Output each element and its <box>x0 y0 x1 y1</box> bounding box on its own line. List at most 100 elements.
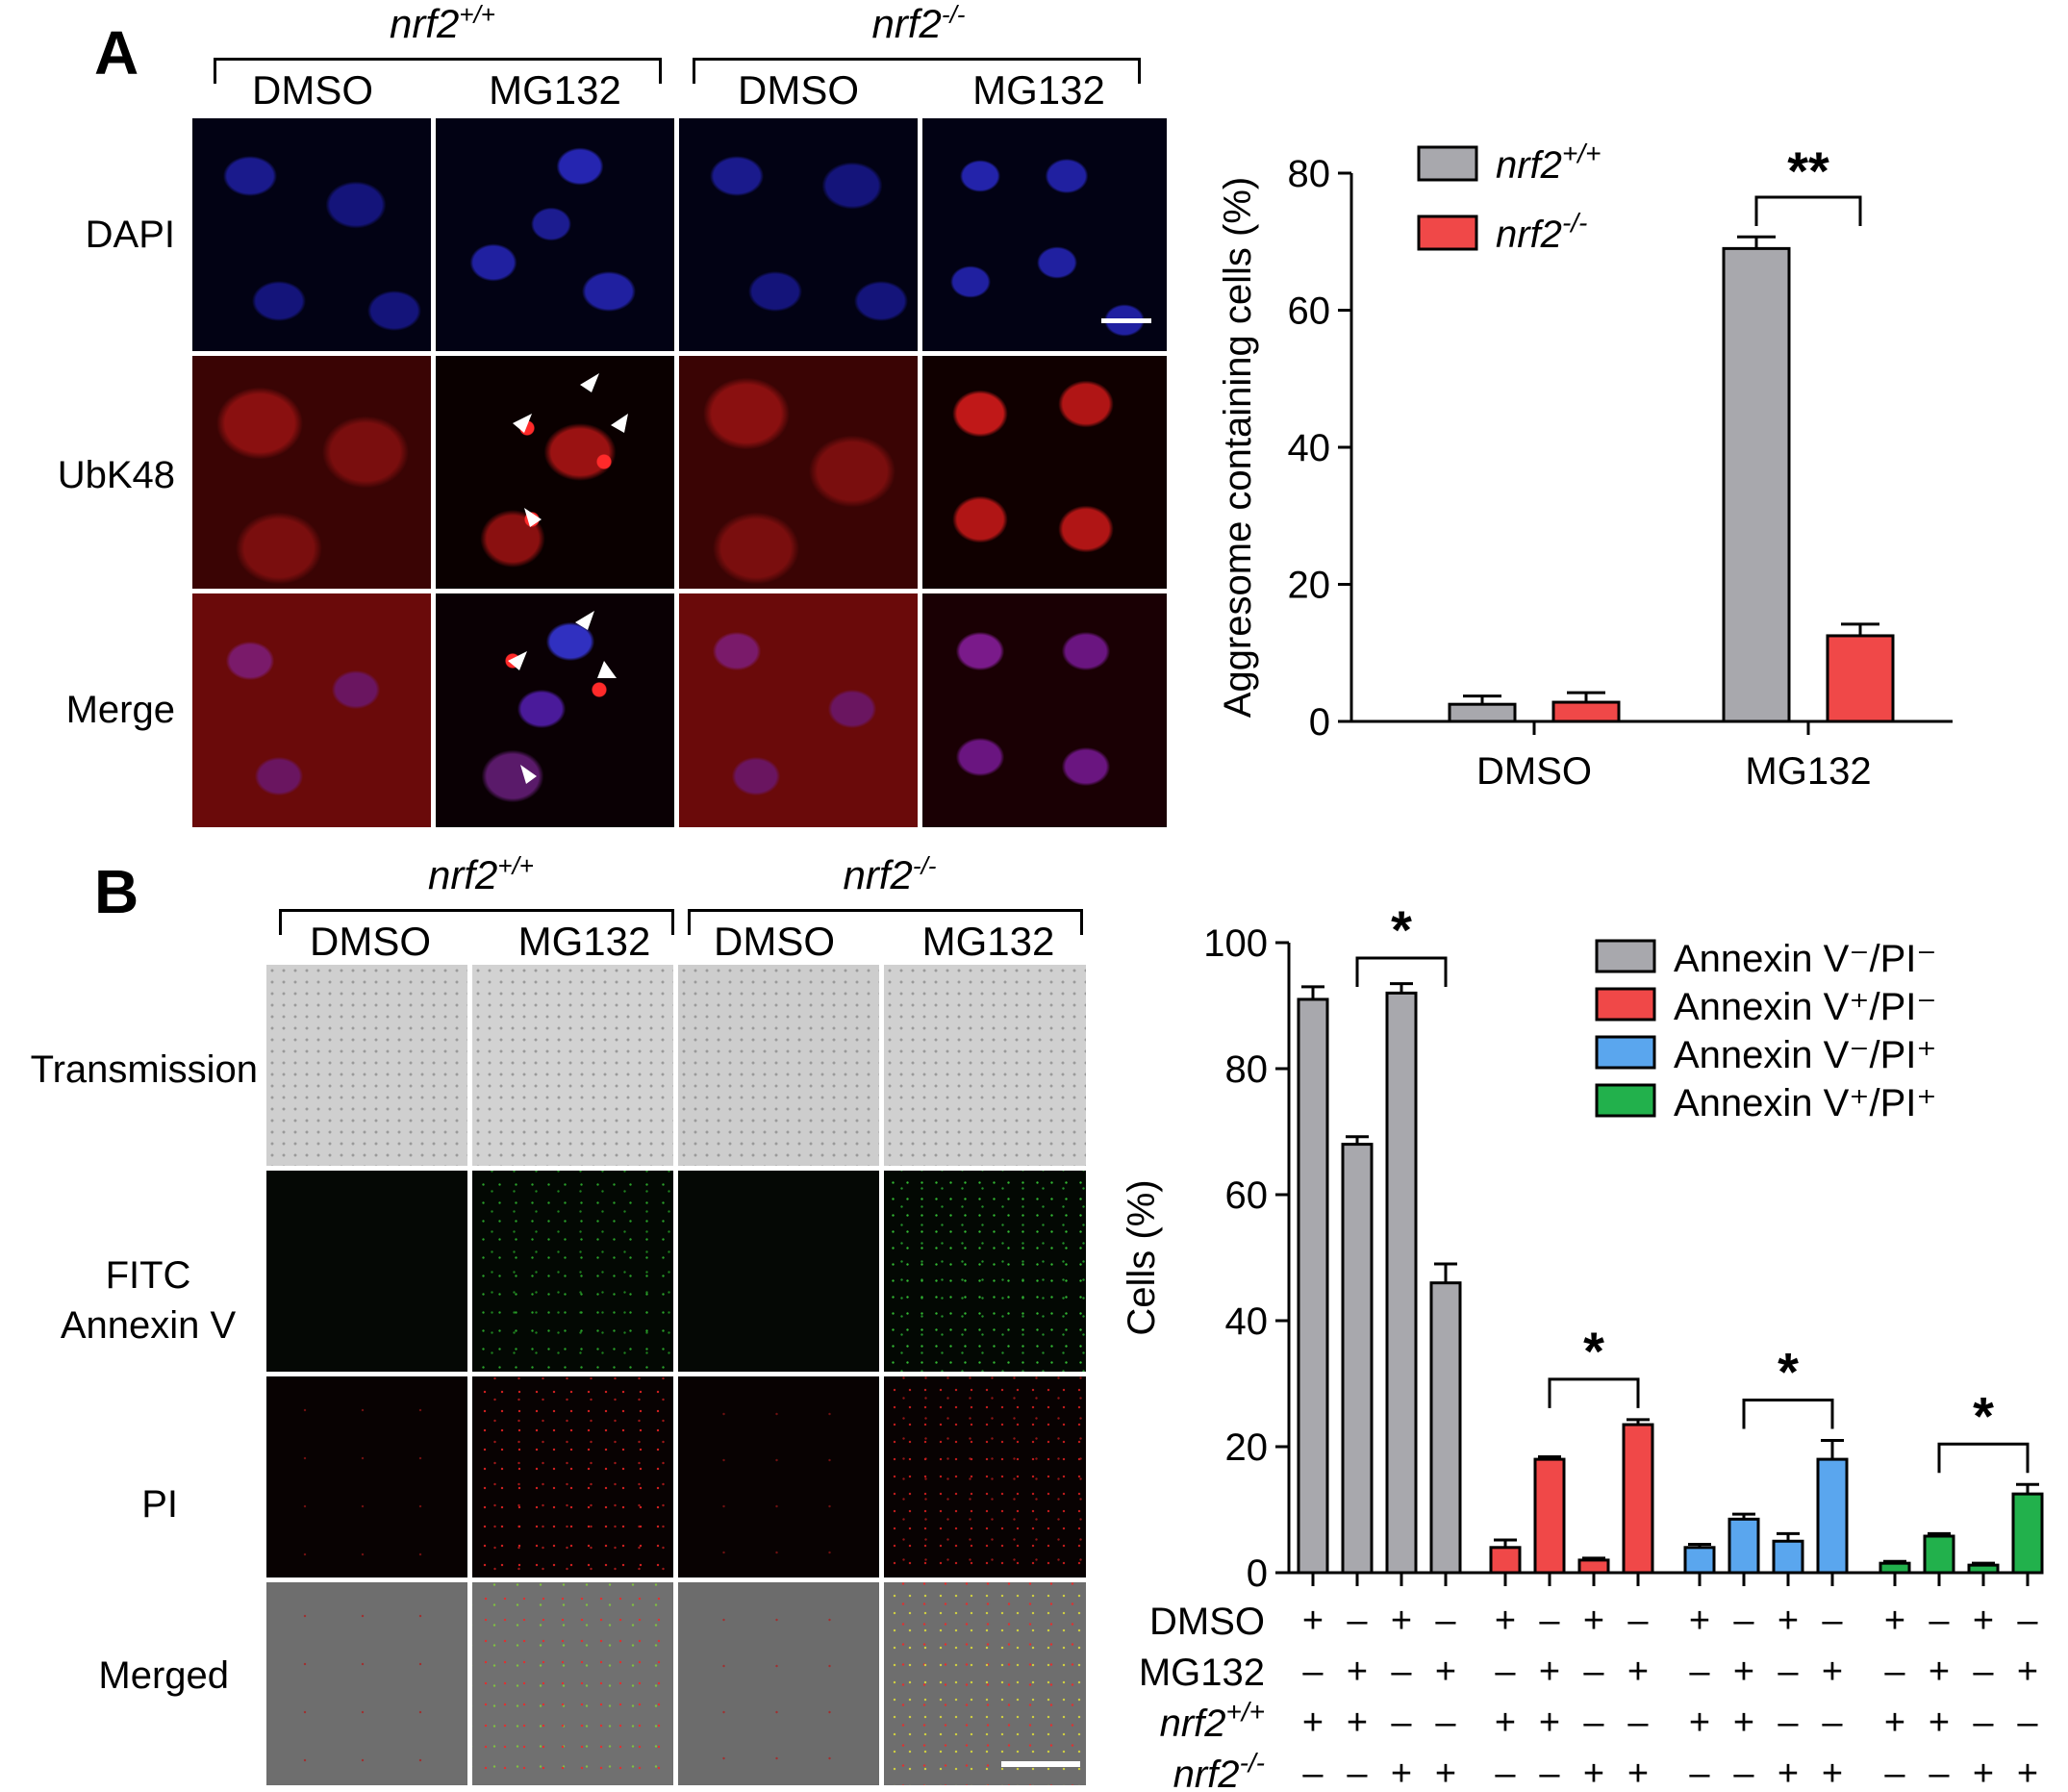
condition-row-label: nrf2-/- <box>1173 1748 1265 1789</box>
panel-a-genotype-ko: nrf2-/- <box>693 0 1145 47</box>
condition-sign: + <box>1822 1754 1843 1789</box>
scale-bar <box>1001 1761 1080 1767</box>
condition-sign: – <box>1302 1652 1324 1692</box>
condition-sign: + <box>1778 1601 1799 1641</box>
bar <box>1448 702 1517 723</box>
condition-sign: – <box>1627 1703 1649 1743</box>
panel-b-row-label-pi: PI <box>141 1483 178 1526</box>
condition-sign: + <box>2017 1652 2038 1692</box>
condition-sign: + <box>1689 1601 1710 1641</box>
bar <box>2011 1492 2044 1575</box>
condition-sign: + <box>1302 1601 1324 1641</box>
bar <box>1533 1457 1566 1575</box>
micrograph-pi-ko-mg132 <box>884 1376 1086 1577</box>
significance-label: * <box>1583 1321 1604 1381</box>
significance-bracket <box>1548 1377 1640 1408</box>
panel-a-letter: A <box>94 18 139 88</box>
condition-sign: – <box>1435 1703 1456 1743</box>
condition-sign: – <box>1495 1652 1516 1692</box>
condition-sign: + <box>1627 1652 1649 1692</box>
micrograph-pi-wt-dmso <box>266 1376 467 1577</box>
condition-sign: – <box>1929 1754 1950 1789</box>
bar <box>1385 991 1418 1575</box>
legend-swatch <box>1417 215 1478 251</box>
panel-b-treatment-3: DMSO <box>714 919 835 964</box>
micrograph-fitc-ko-mg132 <box>884 1171 1086 1372</box>
condition-sign: – <box>1733 1754 1754 1789</box>
legend-label: Annexin V⁺/PI⁻ <box>1674 986 1936 1028</box>
bar <box>1816 1457 1849 1575</box>
legend-swatch <box>1595 987 1656 1022</box>
y-tick-label: 40 <box>1288 427 1331 469</box>
micrograph-fitc-wt-mg132 <box>472 1171 673 1372</box>
bar <box>1722 246 1791 723</box>
y-tick-label: 60 <box>1288 290 1331 333</box>
condition-sign: + <box>1733 1652 1754 1692</box>
condition-row-label: nrf2+/+ <box>1160 1697 1265 1745</box>
bar <box>1923 1534 1955 1575</box>
micrograph-merge-wt-mg132 <box>436 593 674 827</box>
chart-aggresome: 0 20 40 60 80 Aggresome containing cells (%) D… <box>1217 139 1953 793</box>
genotype-sup: +/+ <box>497 851 534 880</box>
condition-sign: + <box>1973 1601 1994 1641</box>
y-tick-label: 0 <box>1247 1552 1268 1595</box>
micrograph-fitc-wt-dmso <box>266 1171 467 1372</box>
micrograph-fitc-ko-dmso <box>678 1171 879 1372</box>
micrograph-dapi-ko-mg132 <box>922 118 1167 351</box>
micrograph-pi-wt-mg132 <box>472 1376 673 1577</box>
panel-b-bracket-wt <box>279 909 674 935</box>
condition-sign: – <box>1347 1601 1368 1641</box>
legend-label: nrf2+/+ <box>1496 139 1601 187</box>
condition-sign: + <box>1583 1754 1604 1789</box>
significance-bracket <box>1742 1398 1834 1429</box>
y-axis-label: Aggresome containing cells (%) <box>1217 177 1259 718</box>
panel-a-treatment-1: DMSO <box>252 67 373 113</box>
bar <box>1728 1517 1760 1575</box>
arrow-icons <box>508 611 617 784</box>
micrograph-ubk48-wt-dmso <box>192 356 431 589</box>
panel-a-row-label-merge: Merge <box>65 689 175 731</box>
condition-sign: + <box>1302 1703 1324 1743</box>
condition-sign: – <box>1391 1703 1412 1743</box>
significance-label: * <box>1973 1385 1994 1446</box>
micrograph-transmission-wt-dmso <box>266 965 467 1166</box>
legend-label: nrf2-/- <box>1496 208 1587 256</box>
condition-sign: – <box>1495 1754 1516 1789</box>
panel-b-genotype-wt: nrf2+/+ <box>279 851 683 898</box>
genotype-sup: -/- <box>941 0 966 29</box>
micrograph-merged-wt-mg132 <box>472 1582 673 1785</box>
panel-b-row-label-transmission: Transmission <box>30 1048 258 1091</box>
genotype-base: nrf2 <box>390 1 460 46</box>
micrograph-ubk48-ko-mg132 <box>922 356 1167 589</box>
condition-sign: – <box>1391 1652 1412 1692</box>
condition-sign: – <box>1884 1652 1905 1692</box>
condition-sign: + <box>2017 1754 2038 1789</box>
panel-b-row-label-fitc: FITC Annexin V <box>60 1254 237 1347</box>
micrograph-merge-ko-dmso <box>679 593 918 827</box>
micrograph-dapi-wt-dmso <box>192 118 431 351</box>
y-axis-label: Cells (%) <box>1121 1179 1163 1335</box>
condition-sign: – <box>1627 1601 1649 1641</box>
condition-sign: + <box>1973 1754 1994 1789</box>
condition-sign: + <box>1435 1652 1456 1692</box>
condition-sign: + <box>1929 1652 1950 1692</box>
condition-sign: – <box>1689 1652 1710 1692</box>
micrograph-ubk48-ko-dmso <box>679 356 918 589</box>
panel-a-row-label-dapi: DAPI <box>85 214 175 256</box>
genotype-base: nrf2 <box>871 1 942 46</box>
bar <box>1772 1539 1804 1575</box>
micrograph-transmission-ko-dmso <box>678 965 879 1166</box>
panel-b-micrograph-grid <box>266 965 1086 1785</box>
condition-sign: – <box>1302 1754 1324 1789</box>
significance-bracket <box>1754 195 1862 226</box>
condition-sign: + <box>1929 1703 1950 1743</box>
condition-sign: – <box>1539 1754 1560 1789</box>
legend-swatch <box>1595 1035 1656 1070</box>
bar <box>1297 997 1329 1575</box>
genotype-sup: -/- <box>912 851 937 880</box>
y-tick-label: 80 <box>1288 153 1331 195</box>
condition-sign: + <box>1435 1754 1456 1789</box>
condition-sign: + <box>1733 1703 1754 1743</box>
panel-a-treatment-3: DMSO <box>738 67 859 113</box>
